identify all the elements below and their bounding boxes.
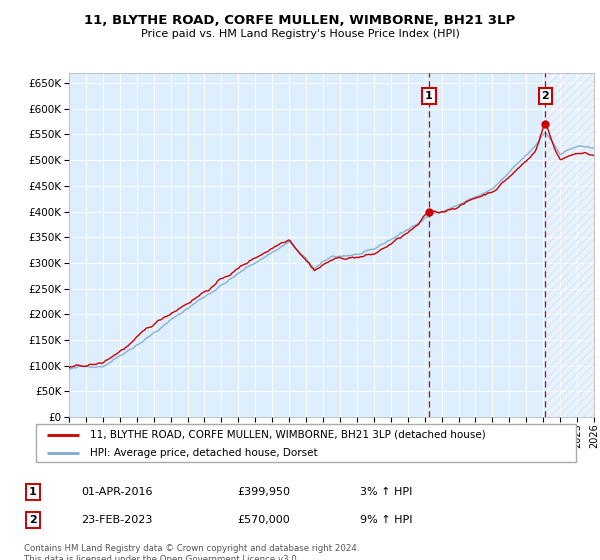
Text: 9% ↑ HPI: 9% ↑ HPI	[360, 515, 413, 525]
Text: 3% ↑ HPI: 3% ↑ HPI	[360, 487, 412, 497]
FancyBboxPatch shape	[36, 424, 576, 462]
Text: Contains HM Land Registry data © Crown copyright and database right 2024.
This d: Contains HM Land Registry data © Crown c…	[24, 544, 359, 560]
Text: 1: 1	[425, 91, 433, 101]
Text: 1: 1	[29, 487, 37, 497]
Text: 11, BLYTHE ROAD, CORFE MULLEN, WIMBORNE, BH21 3LP: 11, BLYTHE ROAD, CORFE MULLEN, WIMBORNE,…	[85, 14, 515, 27]
Text: £570,000: £570,000	[237, 515, 290, 525]
Bar	[545, 73, 600, 417]
Text: Price paid vs. HM Land Registry's House Price Index (HPI): Price paid vs. HM Land Registry's House …	[140, 29, 460, 39]
Text: HPI: Average price, detached house, Dorset: HPI: Average price, detached house, Dors…	[90, 448, 317, 458]
Text: 2: 2	[29, 515, 37, 525]
Text: £399,950: £399,950	[237, 487, 290, 497]
Text: 11, BLYTHE ROAD, CORFE MULLEN, WIMBORNE, BH21 3LP (detached house): 11, BLYTHE ROAD, CORFE MULLEN, WIMBORNE,…	[90, 430, 486, 440]
Text: 01-APR-2016: 01-APR-2016	[81, 487, 152, 497]
Text: 23-FEB-2023: 23-FEB-2023	[81, 515, 152, 525]
Text: 2: 2	[541, 91, 549, 101]
